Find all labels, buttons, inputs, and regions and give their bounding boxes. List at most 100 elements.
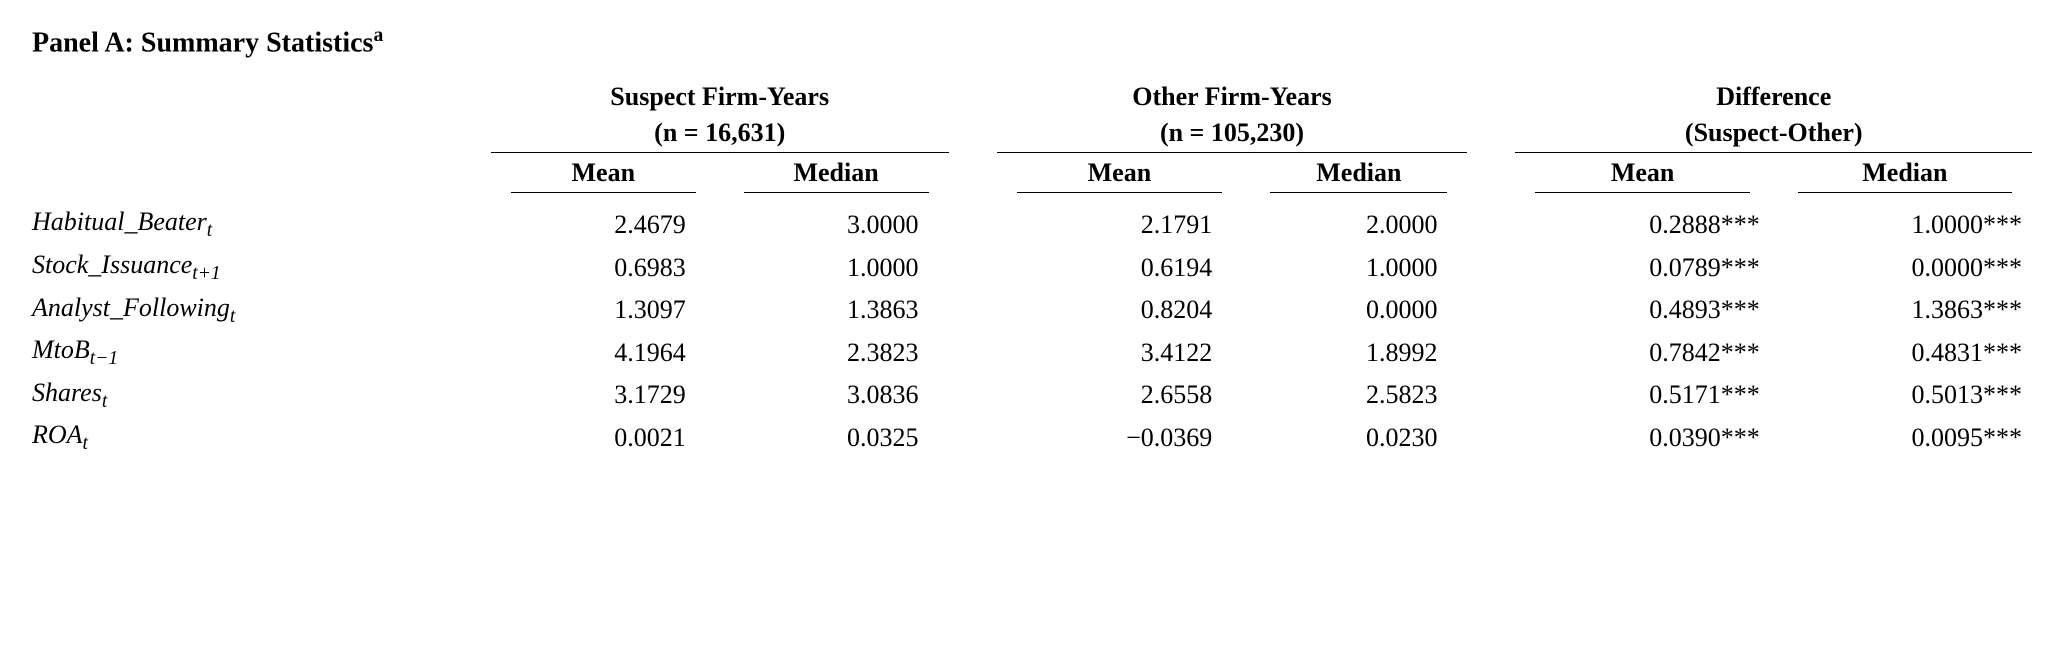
group-header-other-l2: (n = 105,230) — [993, 114, 1472, 150]
col-label: Median — [793, 158, 878, 187]
col-label: Mean — [1088, 158, 1152, 187]
col-gap — [1471, 114, 1511, 150]
group-header-suspect-l1: Suspect Firm-Years — [487, 78, 953, 114]
cell-other-mean: −0.0369 — [993, 416, 1247, 459]
col-median-other: Median — [1246, 153, 1471, 195]
panel-title-sup: a — [373, 25, 383, 46]
cell-other-median: 0.0000 — [1246, 289, 1471, 332]
row-label: Stock_Issuancet+1 — [32, 246, 487, 289]
table-row: Sharest3.17293.0836 2.65582.5823 0.5171***… — [32, 374, 2036, 417]
cell-suspect-mean: 3.1729 — [487, 374, 720, 417]
col-gap — [953, 416, 993, 459]
col-gap — [953, 246, 993, 289]
rule-line — [744, 192, 929, 193]
cell-other-median: 1.8992 — [1246, 331, 1471, 374]
cell-diff-mean: 0.4893*** — [1511, 289, 1773, 332]
table-row: Stock_Issuancet+10.69831.00000.61941.000… — [32, 246, 2036, 289]
summary-statistics-table: Suspect Firm-Years Other Firm-Years Diff… — [32, 78, 2036, 459]
col-gap — [1471, 153, 1511, 195]
cell-diff-median: 0.0095*** — [1774, 416, 2036, 459]
cell-suspect-mean: 0.0021 — [487, 416, 720, 459]
cell-other-median: 2.5823 — [1246, 374, 1471, 417]
col-gap — [1471, 374, 1511, 417]
cell-diff-median: 0.5013*** — [1774, 374, 2036, 417]
row-label: ROAt — [32, 416, 487, 459]
cell-diff-mean: 0.5171*** — [1511, 374, 1773, 417]
cell-suspect-median: 1.3863 — [720, 289, 953, 332]
cell-suspect-median: 3.0000 — [720, 203, 953, 246]
cell-suspect-median: 2.3823 — [720, 331, 953, 374]
rule-line — [1017, 192, 1223, 193]
group-header-diff-l2: (Suspect-Other) — [1511, 114, 2036, 150]
cell-suspect-mean: 2.4679 — [487, 203, 720, 246]
cell-suspect-mean: 4.1964 — [487, 331, 720, 374]
col-gap — [953, 153, 993, 195]
cell-other-median: 1.0000 — [1246, 246, 1471, 289]
cell-other-mean: 0.8204 — [993, 289, 1247, 332]
col-gap — [1471, 78, 1511, 114]
cell-diff-median: 1.0000*** — [1774, 203, 2036, 246]
table-row: Habitual_Beatert2.46793.0000 2.17912.0000… — [32, 203, 2036, 246]
col-gap — [1471, 203, 1511, 246]
cell-diff-median: 0.0000*** — [1774, 246, 2036, 289]
col-gap — [1471, 246, 1511, 289]
cell-other-median: 0.0230 — [1246, 416, 1471, 459]
cell-diff-mean: 0.7842*** — [1511, 331, 1773, 374]
group-header-suspect-l2: (n = 16,631) — [487, 114, 953, 150]
col-gap — [1471, 331, 1511, 374]
cell-diff-mean: 0.2888*** — [1511, 203, 1773, 246]
col-gap — [953, 289, 993, 332]
cell-suspect-median: 1.0000 — [720, 246, 953, 289]
table-row: MtoBt−14.19642.3823 3.41221.8992 0.7842***… — [32, 331, 2036, 374]
col-label: Median — [1316, 158, 1401, 187]
row-label: Analyst_Followingt — [32, 289, 487, 332]
row-label: Habitual_Beatert — [32, 203, 487, 246]
col-label: Mean — [572, 158, 636, 187]
row-label: MtoBt−1 — [32, 331, 487, 374]
cell-suspect-mean: 0.6983 — [487, 246, 720, 289]
rule-line — [1535, 192, 1749, 193]
group-header-other-l1: Other Firm-Years — [993, 78, 1472, 114]
col-gap — [953, 78, 993, 114]
cell-suspect-median: 0.0325 — [720, 416, 953, 459]
group-header-diff-l1: Difference — [1511, 78, 2036, 114]
cell-other-mean: 2.1791 — [993, 203, 1247, 246]
group-header-row-2: (n = 16,631) (n = 105,230) (Suspect-Othe… — [32, 114, 2036, 150]
col-gap — [953, 203, 993, 246]
subcolumn-header-row: Mean Median Mean Median Mean Median — [32, 153, 2036, 195]
rule-line — [1270, 192, 1447, 193]
cell-diff-median: 0.4831*** — [1774, 331, 2036, 374]
col-gap — [1471, 289, 1511, 332]
table-row: Analyst_Followingt1.30971.3863 0.82040.00… — [32, 289, 2036, 332]
col-gap — [953, 331, 993, 374]
cell-other-mean: 2.6558 — [993, 374, 1247, 417]
spacer-row — [32, 195, 2036, 203]
corner-blank — [32, 153, 487, 195]
table-body: Habitual_Beatert2.46793.0000 2.17912.0000… — [32, 203, 2036, 458]
cell-diff-median: 1.3863*** — [1774, 289, 2036, 332]
col-mean-other: Mean — [993, 153, 1247, 195]
cell-suspect-median: 3.0836 — [720, 374, 953, 417]
col-median-suspect: Median — [720, 153, 953, 195]
rule-line — [1798, 192, 2012, 193]
cell-diff-mean: 0.0789*** — [1511, 246, 1773, 289]
cell-other-mean: 0.6194 — [993, 246, 1247, 289]
col-mean-suspect: Mean — [487, 153, 720, 195]
cell-diff-mean: 0.0390*** — [1511, 416, 1773, 459]
cell-suspect-mean: 1.3097 — [487, 289, 720, 332]
col-median-diff: Median — [1774, 153, 2036, 195]
corner-blank — [32, 78, 487, 114]
cell-other-median: 2.0000 — [1246, 203, 1471, 246]
panel-title-text: Panel A: Summary Statistics — [32, 27, 373, 58]
col-gap — [1471, 416, 1511, 459]
row-label: Sharest — [32, 374, 487, 417]
panel-title: Panel A: Summary Statisticsa — [32, 24, 2036, 60]
corner-blank — [32, 114, 487, 150]
rule-line — [511, 192, 696, 193]
table-row: ROAt0.00210.0325 −0.03690.0230 0.0390***0.… — [32, 416, 2036, 459]
col-label: Median — [1862, 158, 1947, 187]
group-header-row-1: Suspect Firm-Years Other Firm-Years Diff… — [32, 78, 2036, 114]
cell-other-mean: 3.4122 — [993, 331, 1247, 374]
col-gap — [953, 374, 993, 417]
col-mean-diff: Mean — [1511, 153, 1773, 195]
